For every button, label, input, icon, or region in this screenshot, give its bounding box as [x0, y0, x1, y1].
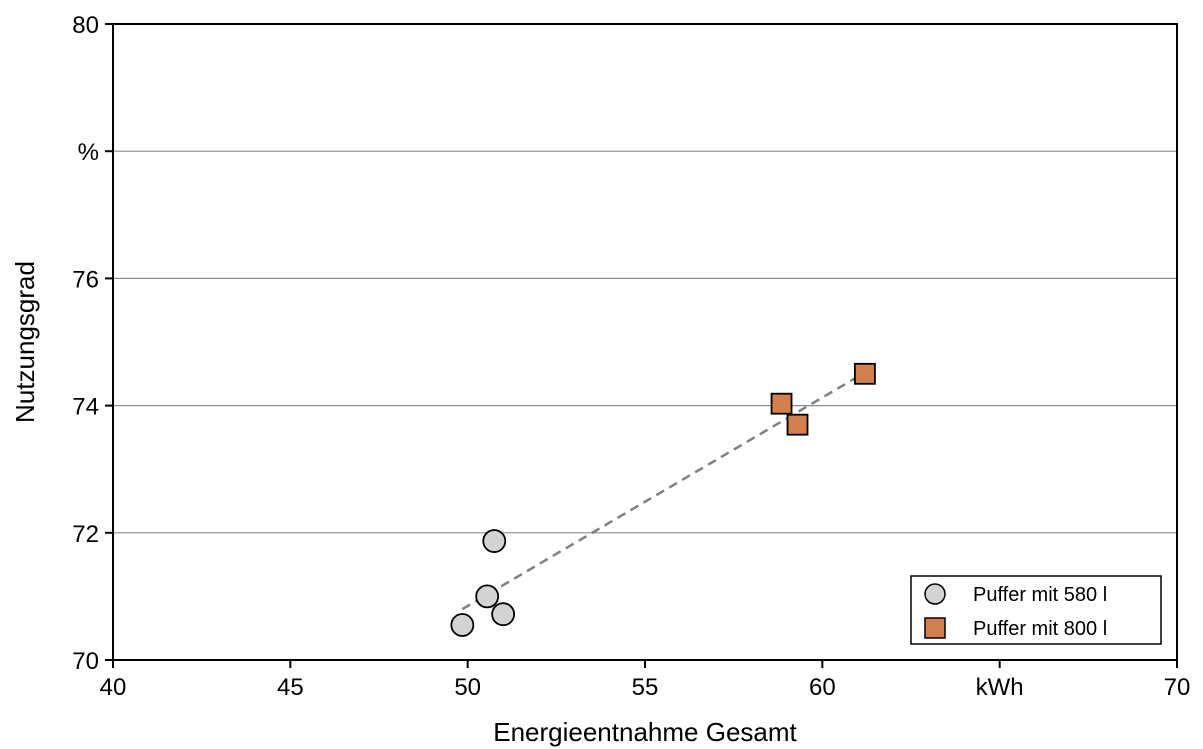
y-tick-label: 70	[72, 648, 99, 675]
x-tick-label: 40	[100, 674, 127, 701]
x-tick-label: 70	[1164, 674, 1191, 701]
data-points	[450, 362, 876, 637]
gridlines	[113, 150, 1177, 534]
legend-marker-580	[924, 583, 946, 605]
legend-label-580: Puffer mit 580 l	[973, 584, 1107, 606]
y-axis-title: Nutzungsgrad	[10, 261, 40, 423]
legend-box	[910, 575, 1162, 645]
x-tick-label: 55	[632, 674, 659, 701]
data-point-580	[475, 584, 500, 609]
trendline-group	[461, 371, 866, 611]
data-point-580	[491, 602, 516, 627]
y-tick-label: %	[78, 139, 99, 166]
legend-marker-800	[924, 617, 946, 639]
plot-area-frame	[112, 23, 1178, 661]
legend: Puffer mit 580 l Puffer mit 800 l	[910, 575, 1162, 645]
data-point-800	[786, 413, 809, 436]
data-point-580	[450, 613, 475, 637]
y-tick-label: 76	[72, 266, 99, 293]
x-axis-title: Energieentnahme Gesamt	[493, 717, 797, 747]
x-tick-label: 60	[809, 674, 836, 701]
data-point-800	[853, 362, 876, 385]
trendline	[461, 371, 866, 611]
y-tick-label: 80	[72, 12, 99, 39]
legend-label-800: Puffer mit 800 l	[973, 618, 1107, 640]
x-tick-label: 50	[454, 674, 481, 701]
y-tick-label: 72	[72, 521, 99, 548]
y-tick-label: 74	[72, 394, 99, 421]
x-tick-label: kWh	[976, 674, 1024, 701]
x-tick-label: 45	[277, 674, 304, 701]
data-point-800	[770, 392, 793, 415]
data-point-580	[482, 529, 507, 553]
axis-ticks: 70 72 74 76% 80 40 45 50 55 60 kWh 70	[72, 12, 1190, 701]
